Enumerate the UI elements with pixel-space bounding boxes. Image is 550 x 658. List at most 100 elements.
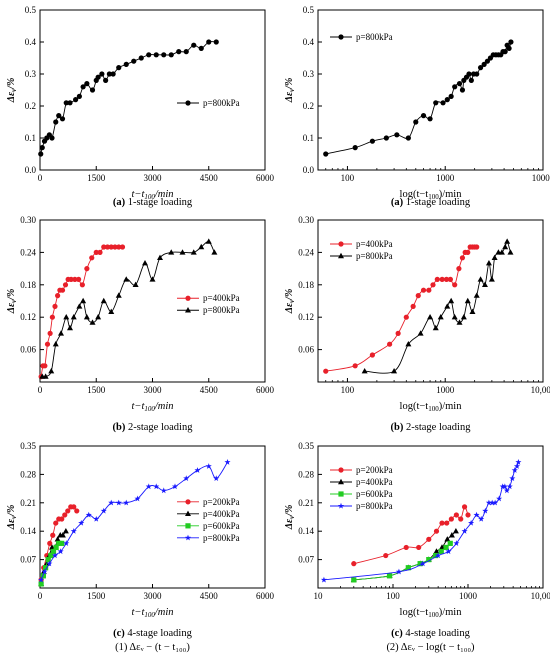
data-point-b1-0-10 (62, 282, 69, 288)
data-point-c1-3-20 (194, 467, 201, 473)
y-tick-label-a2-1: 0.1 (303, 133, 314, 143)
x-tick-label-a2-1: 1000 (436, 173, 455, 183)
data-point-b1-0-4 (47, 330, 53, 336)
chart-b1: 0 1500 3000 4500 6000 0.06 0.12 0.18 0.24 0.30 Δεv… (6, 215, 275, 413)
x-tick-label-b2-0: 100 (341, 385, 355, 395)
data-point-c2-3-2 (419, 560, 426, 567)
legend-marker-a2-0 (338, 34, 344, 40)
x-tick-label-a2-0: 100 (341, 173, 355, 183)
data-point-b1-1-2 (48, 368, 55, 374)
data-point-b1-0-25 (119, 244, 126, 250)
data-point-c1-3-3 (51, 552, 59, 559)
data-point-c2-2-2 (405, 565, 411, 571)
data-point-a2-0-10 (440, 100, 446, 106)
data-point-b2-0-7 (415, 293, 421, 299)
data-point-c2-0-8 (448, 516, 454, 522)
data-point-c2-3-21 (513, 463, 521, 469)
data-point-b2-0-0 (323, 368, 329, 374)
caption-b2: (b) 2-stage loading (390, 422, 471, 433)
data-point-c1-2-1 (40, 573, 46, 579)
data-point-c1-3-2 (46, 560, 53, 567)
x-tick-label-c2-0: 10 (314, 591, 324, 601)
data-point-b2-1-2 (405, 341, 412, 347)
data-point-b2-1-21 (498, 249, 505, 255)
series-line-c2-1 (353, 530, 457, 581)
legend-marker-c2-3 (337, 502, 345, 509)
data-point-b1-1-19 (149, 276, 156, 282)
chart-a1: 0 1500 3000 4500 6000 0.0 0.1 0.2 0.3 0.4 0.5 Δεv/%… (6, 5, 275, 201)
data-point-c2-3-4 (445, 548, 452, 555)
chart-c1: 0 1500 3000 4500 6000 0.07 0.14 0.21 0.28 0.35 Δεv… (6, 441, 275, 619)
x-axis-label-b2: log(t−t100)/min (400, 401, 463, 413)
data-point-c2-2-4 (426, 557, 432, 563)
x-tick-label-b1-3: 4500 (200, 385, 219, 395)
data-point-a2-0-0 (323, 151, 329, 157)
y-tick-label-b2-1: 0.06 (298, 345, 314, 355)
data-point-c1-2-8 (59, 540, 65, 546)
data-point-c1-3-12 (115, 499, 122, 506)
data-point-b2-0-13 (443, 276, 450, 282)
plot-frame-a1 (39, 9, 266, 171)
legend-marker-b2-0 (338, 241, 344, 247)
data-point-b1-0-18 (93, 249, 99, 255)
data-point-b2-1-4 (427, 314, 434, 320)
legend-label-b1-0: p=400kPa (203, 293, 240, 303)
data-point-c1-2-4 (48, 552, 54, 559)
data-point-b1-1-20 (157, 254, 163, 260)
data-point-b1-1-6 (67, 324, 73, 331)
data-point-c2-3-16 (501, 483, 508, 490)
data-point-c1-3-17 (160, 487, 167, 494)
x-tick-label-c1-1: 1500 (87, 591, 106, 601)
y-tick-label-c2-2: 0.14 (298, 526, 314, 536)
series-c1-3 (38, 459, 231, 583)
data-point-c2-3-20 (511, 467, 518, 473)
y-tick-label-b2-5: 0.30 (298, 215, 314, 225)
data-point-b2-1-5 (432, 324, 439, 331)
data-point-c1-2-5 (50, 548, 57, 555)
data-point-c1-3-9 (93, 515, 100, 522)
x-tick-label-a1-3: 4500 (200, 173, 219, 183)
data-point-b2-1-18 (488, 276, 495, 282)
x-tick-label-b1-4: 6000 (256, 385, 275, 395)
data-point-c1-1-9 (62, 528, 69, 534)
x-tick-label-c2-2: 1000 (459, 591, 478, 601)
data-point-c1-0-9 (65, 508, 71, 514)
x-tick-label-c1-4: 6000 (256, 591, 275, 601)
data-point-b1-0-24 (116, 244, 122, 250)
data-point-a2-0-19 (468, 77, 474, 83)
y-tick-label-c1-5: 0.35 (20, 441, 36, 451)
data-point-b2-1-24 (507, 249, 514, 255)
y-tick-label-a1-3: 0.3 (25, 69, 37, 79)
data-point-c1-3-0 (38, 576, 45, 583)
legend-b1: p=400kPa p=800kPa (177, 293, 240, 315)
legend-marker-c1-0 (185, 499, 191, 505)
x-tick-label-a1-2: 3000 (144, 173, 163, 183)
data-point-a1-0-14 (84, 81, 90, 87)
data-point-c2-0-11 (461, 504, 468, 510)
series-a2-0 (323, 39, 514, 157)
y-axis-label-c2: Δεv/% (284, 505, 296, 531)
caption-c2: (c) 4-stage loading (391, 628, 470, 639)
data-point-b2-1-14 (473, 292, 480, 298)
legend-label-c2-0: p=200kPa (356, 465, 393, 475)
data-point-c2-0-5 (433, 528, 440, 534)
data-point-c2-3-0 (320, 576, 327, 583)
data-point-b1-0-22 (108, 244, 114, 250)
legend-label-c2-3: p=800kPa (356, 501, 393, 511)
series-c2-0 (351, 504, 471, 567)
data-point-c2-0-12 (465, 512, 471, 518)
data-point-a1-0-30 (176, 49, 182, 55)
data-point-a2-0-7 (420, 113, 427, 119)
data-point-a2-0-12 (448, 93, 454, 99)
data-point-c2-3-22 (515, 459, 522, 465)
data-point-a1-0-11 (73, 97, 79, 103)
data-point-a2-0-33 (506, 45, 512, 52)
data-point-c1-3-18 (171, 483, 179, 490)
data-point-b2-0-19 (465, 249, 471, 255)
legend-marker-c2-1 (338, 478, 344, 485)
data-point-c1-3-8 (85, 511, 92, 518)
data-point-a2-0-34 (508, 39, 514, 45)
data-point-b2-0-4 (395, 330, 401, 336)
data-point-c1-0-5 (53, 520, 59, 526)
legend-label-b2-1: p=800kPa (356, 251, 393, 261)
